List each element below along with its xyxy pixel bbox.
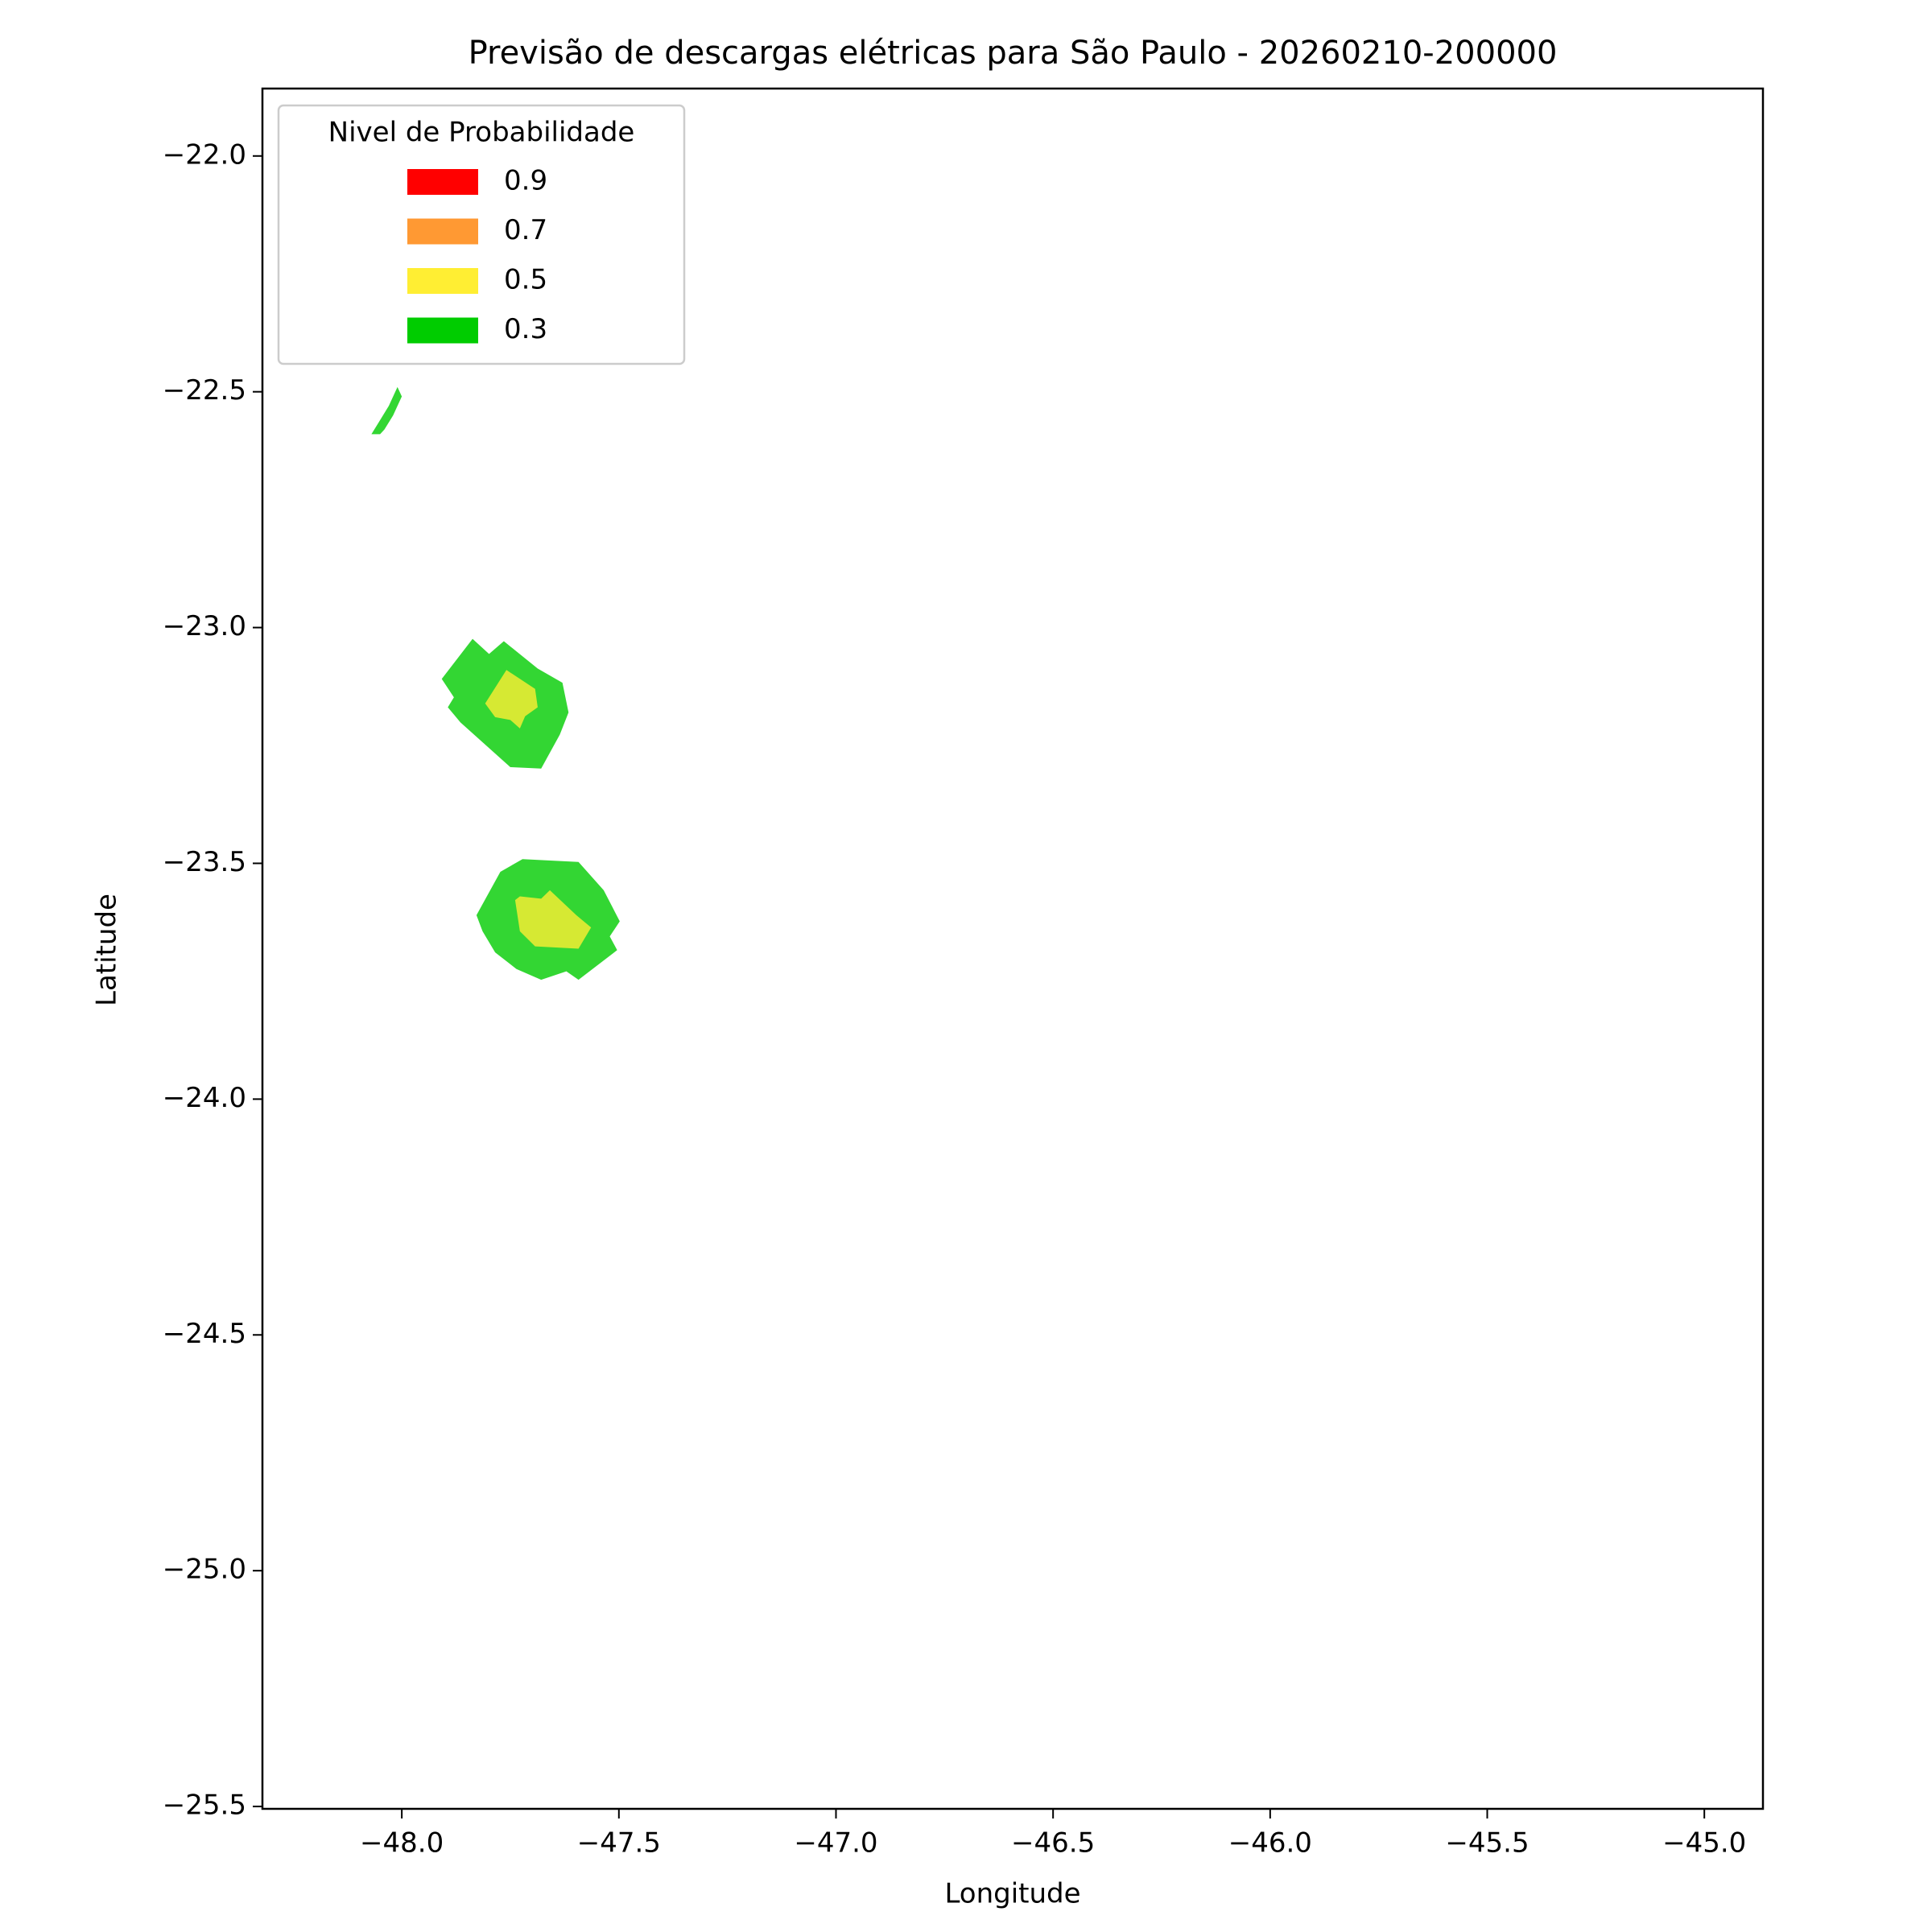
legend-label: 0.9	[504, 165, 547, 197]
legend: Nivel de Probabilidade 0.9 0.7 0.5 0.3	[277, 104, 686, 365]
contour-region	[485, 670, 538, 729]
legend-title: Nivel de Probabilidade	[328, 117, 635, 149]
x-tick-label: −46.5	[1011, 1827, 1095, 1860]
y-tick-label: −24.5	[163, 1318, 246, 1350]
x-tick-label: −48.0	[360, 1827, 444, 1860]
contour-region	[371, 386, 402, 435]
y-axis-label: Latitude	[91, 894, 123, 1006]
y-tick-label: −25.5	[163, 1790, 246, 1822]
y-tick-label: −22.5	[163, 374, 246, 407]
x-tick-label: −47.0	[794, 1827, 877, 1860]
legend-swatch	[407, 268, 478, 294]
legend-swatch	[407, 218, 478, 245]
y-tick-label: −23.5	[163, 846, 246, 878]
axes-frame	[261, 87, 1765, 1810]
legend-swatch	[407, 317, 478, 344]
legend-swatch	[407, 169, 478, 195]
y-tick-label: −22.0	[163, 138, 246, 171]
legend-box	[277, 104, 686, 365]
y-tick-label: −23.0	[163, 610, 246, 642]
contour-region	[514, 890, 592, 949]
y-tick-label: −24.0	[163, 1082, 246, 1114]
x-tick-label: −47.5	[577, 1827, 661, 1860]
x-axis-label: Longitude	[944, 1878, 1080, 1910]
chart-title: Previsão de descargas elétricas para São…	[469, 35, 1558, 72]
plot-area	[371, 386, 620, 980]
x-tick-label: −45.5	[1445, 1827, 1529, 1860]
x-tick-label: −46.0	[1228, 1827, 1312, 1860]
legend-label: 0.3	[504, 313, 547, 345]
x-tick-label: −45.0	[1662, 1827, 1746, 1860]
legend-label: 0.7	[504, 214, 547, 246]
y-tick-label: −25.0	[163, 1554, 246, 1586]
legend-label: 0.5	[504, 264, 547, 296]
